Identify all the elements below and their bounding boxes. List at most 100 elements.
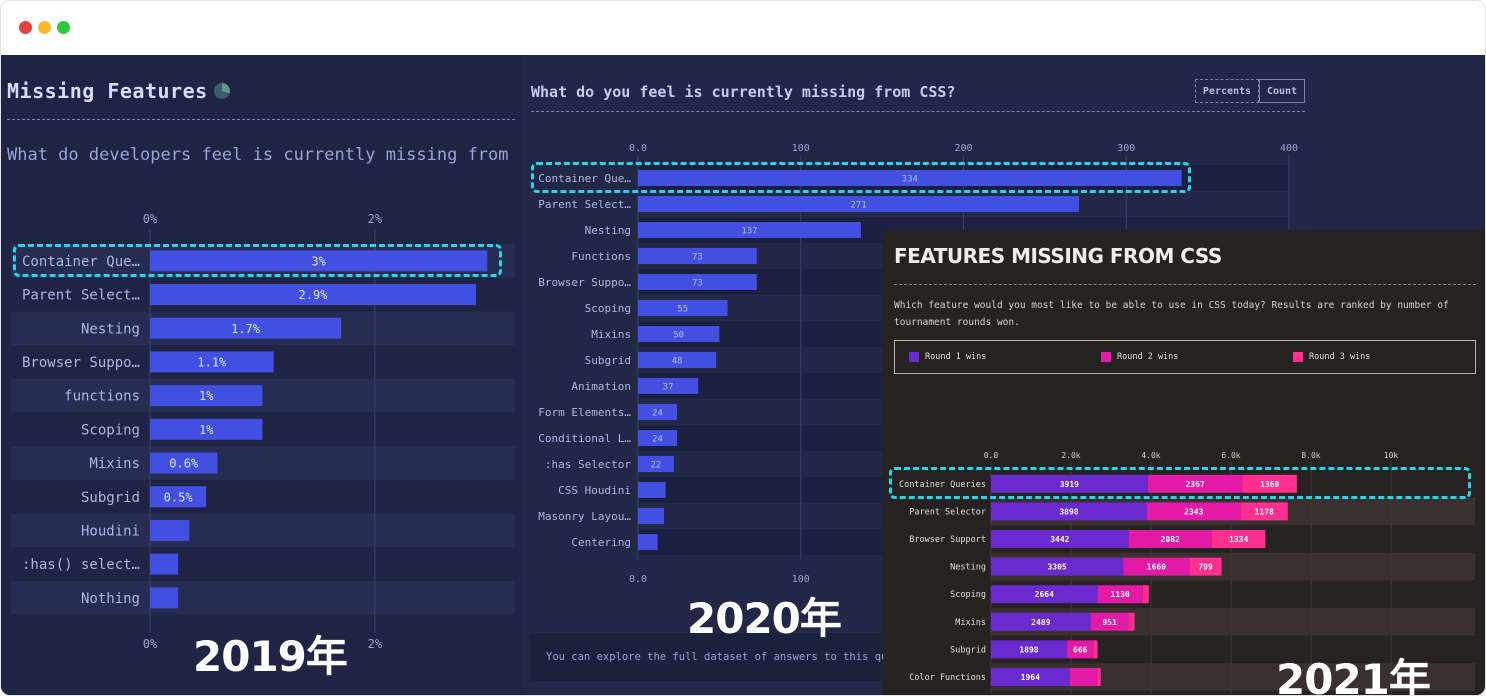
bar-segment: [991, 612, 1091, 631]
bar-segment: [1090, 612, 1129, 631]
bar: [638, 352, 717, 368]
bar-segment: [1093, 640, 1098, 659]
bar-value-label: 3919: [1060, 480, 1079, 489]
bar-value-label: 48: [672, 357, 683, 367]
category-label: Subgrid: [585, 354, 631, 367]
bar-value-label: 334: [902, 175, 918, 185]
bar-value-label: 3305: [1047, 563, 1066, 572]
bar: [638, 482, 666, 498]
category-label: Browser Support: [909, 535, 986, 545]
category-label: Nesting: [81, 321, 140, 337]
dataset-note: You can explore the full dataset of answ…: [531, 633, 891, 681]
x-tick-label: 6.0k: [1221, 451, 1240, 460]
category-label: Conditional L…: [538, 432, 631, 445]
minimize-window-button[interactable]: [38, 21, 51, 34]
bar-value-label: 1334: [1229, 535, 1248, 544]
bar-value-label: 137: [741, 227, 757, 237]
bar-value-label: 2367: [1185, 480, 1204, 489]
bar-segment: [1069, 668, 1098, 686]
bar-value-label: 73: [692, 279, 703, 289]
x-tick-label: 0.0: [629, 143, 647, 154]
category-label: Mixins: [955, 618, 986, 628]
category-label: Parent Select…: [22, 288, 140, 304]
bar-value-label: 3442: [1050, 535, 1069, 544]
bar-value-label: 1.7%: [231, 322, 261, 336]
bar: [150, 452, 218, 474]
title-divider: [531, 111, 1305, 112]
year-label-2021: 2021年: [1276, 655, 1431, 696]
bar-value-label: 1898: [1019, 645, 1038, 654]
bar-value-label: 1964: [1021, 673, 1040, 682]
x-tick-label: 100: [792, 143, 810, 154]
x-tick-label: 0%: [143, 212, 158, 226]
year-label-2019: 2019年: [193, 632, 348, 681]
bar: [150, 519, 190, 541]
bar-value-label: 37: [663, 383, 674, 393]
chart-title: What do you feel is currently missing fr…: [531, 83, 956, 101]
bar-segment: [991, 502, 1147, 521]
bar-value-label: 50: [673, 331, 684, 341]
category-label: Scoping: [81, 422, 140, 438]
category-label: Animation: [571, 380, 631, 393]
bar: [150, 587, 179, 609]
bar-segment: [1097, 668, 1101, 686]
x-tick-label: 2%: [368, 212, 383, 226]
category-label: Houdini: [81, 523, 140, 539]
x-tick-label: 0.0: [984, 451, 999, 460]
bar-segment: [1146, 502, 1241, 521]
legend-swatch: [909, 352, 919, 362]
bar: [150, 250, 488, 272]
chart-2021: 0.00.02.0k2.0k4.0k4.0k6.0k6.0k8.0k8.0k10…: [899, 451, 1475, 694]
category-label: CSS Houdini: [558, 484, 631, 497]
x-tick-label: 100: [792, 574, 810, 585]
bar-value-label: 24: [652, 435, 663, 445]
x-tick-label: 8.0k: [1301, 451, 1320, 460]
category-label: :has Selector: [545, 458, 631, 471]
count-toggle-button[interactable]: Count: [1259, 79, 1305, 103]
category-label: Container Queries: [899, 480, 986, 490]
bar-value-label: 1130: [1111, 590, 1130, 599]
bar-segment: [1147, 474, 1243, 493]
bar-value-label: 666: [1073, 645, 1088, 654]
bar: [638, 222, 861, 238]
bar-value-label: 1178: [1255, 507, 1274, 516]
bar-value-label: 2.9%: [299, 288, 329, 302]
category-label: Mixins: [591, 328, 631, 341]
container-queries-highlight: [531, 162, 1191, 193]
close-window-button[interactable]: [19, 21, 32, 34]
chart-description: Which feature would you most like to be …: [894, 300, 1449, 328]
bar-segment: [991, 557, 1124, 576]
maximize-window-button[interactable]: [57, 21, 70, 34]
category-label: Masonry Layou…: [538, 510, 631, 523]
category-label: Mixins: [89, 456, 140, 472]
bar: [638, 534, 658, 550]
screenshot-collage: Missing Features What do developers feel…: [1, 55, 1485, 696]
category-label: Parent Selector: [909, 507, 986, 517]
bar-value-label: 1360: [1260, 480, 1279, 489]
category-label: Parent Select…: [538, 198, 631, 211]
chart-title: FEATURES MISSING FROM CSS: [894, 244, 1222, 268]
container-queries-highlight: [13, 244, 502, 277]
legend-swatch: [1101, 352, 1111, 362]
bar-segment: [991, 585, 1098, 604]
bar: [638, 456, 674, 472]
window-titlebar: [1, 1, 1485, 55]
bar-value-label: 271: [850, 201, 866, 211]
pie-chart-icon: [214, 83, 230, 99]
page-title: Missing Features: [7, 79, 208, 103]
bar: [638, 404, 678, 420]
bar-value-label: 2343: [1184, 507, 1203, 516]
bar: [638, 170, 1182, 186]
bar-value-label: 0.5%: [164, 490, 194, 504]
bar-value-label: 2664: [1035, 590, 1054, 599]
container-queries-highlight: [889, 467, 1471, 499]
bar: [150, 351, 274, 373]
bar: [150, 418, 263, 440]
bar-value-label: 1.1%: [197, 355, 227, 369]
bar-segment: [1189, 557, 1222, 576]
x-tick-label: 4.0k: [1141, 451, 1160, 460]
percents-toggle-button[interactable]: Percents: [1195, 79, 1259, 103]
x-tick-label: 0%: [143, 637, 158, 651]
legend-round-2: Round 2 wins: [1101, 352, 1178, 362]
